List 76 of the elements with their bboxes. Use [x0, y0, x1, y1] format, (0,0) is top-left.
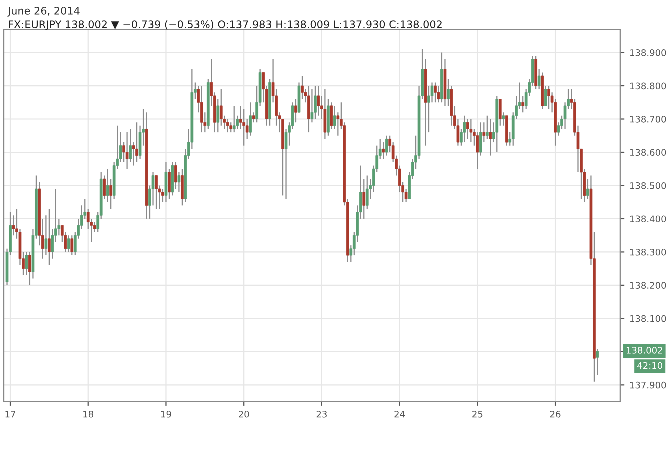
candlestick	[463, 115, 466, 144]
candlestick	[178, 172, 181, 193]
x-tick-label: 24	[394, 410, 406, 418]
candlestick	[434, 82, 437, 104]
candlestick	[232, 105, 236, 134]
x-tick-label: 25	[472, 410, 483, 418]
candlestick	[538, 68, 541, 90]
text: 42:10	[638, 362, 663, 370]
candlestick	[596, 348, 600, 376]
candlestick	[314, 85, 317, 120]
y-tick-label: 138.200	[630, 282, 666, 290]
candlestick	[25, 252, 28, 276]
candlestick	[489, 118, 492, 156]
x-tick-label: 26	[550, 410, 561, 418]
x-tick-label: 17	[6, 411, 16, 418]
x-tick-label: 19	[161, 410, 172, 418]
candlestick	[230, 122, 233, 134]
candlestick	[486, 115, 489, 140]
candlestick	[174, 162, 178, 190]
candlestick	[470, 118, 473, 144]
candlestick	[126, 132, 129, 170]
candlestick	[586, 178, 590, 200]
candlestick	[155, 175, 158, 210]
candlestick	[106, 168, 110, 203]
candlestick	[226, 118, 230, 134]
candlestick	[317, 85, 320, 116]
candlestick	[330, 102, 334, 130]
candlestick	[482, 122, 486, 144]
x-tick-label: 18	[84, 410, 94, 418]
candlestick	[200, 85, 204, 134]
y-tick-label: 138.100	[630, 315, 666, 322]
candlestick	[522, 95, 525, 114]
candlestick	[242, 108, 246, 146]
candlestick	[168, 168, 171, 200]
candlestick	[548, 85, 550, 110]
candlestick	[466, 118, 470, 140]
candlestick	[502, 112, 506, 126]
candlestick	[136, 122, 138, 164]
candlestick	[164, 162, 168, 203]
y-tick-label: 138.500	[630, 182, 666, 190]
y-tick-label: 138.300	[630, 248, 666, 256]
candlestick	[181, 168, 184, 206]
candlestick	[447, 78, 450, 107]
y-tick-label: 137.900	[630, 382, 666, 389]
y-tick-label: 138.800	[630, 82, 666, 90]
y-tick-label: 138.900	[630, 50, 666, 56]
candlestick	[544, 85, 548, 107]
candlestick	[476, 132, 480, 170]
candlestick	[70, 235, 74, 256]
text: 138.002	[626, 347, 662, 354]
x-tick-label: 23	[316, 410, 327, 418]
chart-subtitle: FX:EURJPY 138.002 ▼ −0.739 (−0.53%) O:137.983 H:138.009 L:137.930 C:138.002	[9, 20, 442, 30]
candlestick	[301, 75, 304, 100]
candlestick	[67, 235, 70, 253]
candlestick	[220, 88, 223, 126]
y-tick-label: 138.700	[630, 116, 666, 123]
y-tick-label: 138.600	[630, 149, 666, 156]
candlestick	[324, 88, 327, 140]
candlestick	[110, 178, 113, 210]
chart-title: June 26, 2014	[8, 6, 80, 17]
candlestick	[48, 208, 51, 266]
candlestick	[437, 85, 440, 104]
candlestick	[362, 178, 366, 220]
candlestick	[382, 142, 386, 160]
y-tick-label: 138.400	[630, 216, 666, 223]
candlestick	[385, 135, 388, 156]
candlestick	[310, 88, 314, 124]
candlestick	[44, 215, 48, 256]
candlestick	[294, 98, 298, 124]
candlestick	[252, 112, 256, 124]
candlestick	[28, 252, 32, 286]
candlestick	[249, 102, 252, 136]
candlestick	[308, 85, 310, 134]
x-tick-label: 20	[239, 410, 250, 418]
candlestick	[428, 85, 430, 134]
candlestick	[498, 98, 502, 126]
